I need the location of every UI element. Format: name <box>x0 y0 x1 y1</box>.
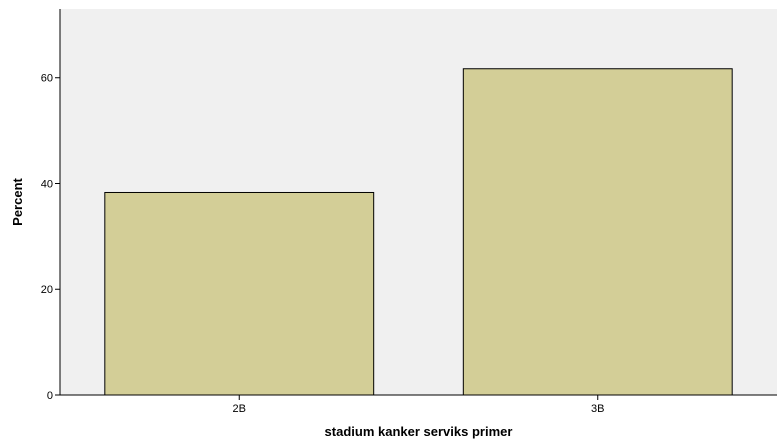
y-tick-label-40: 40 <box>41 178 53 190</box>
y-ticks: 0 20 40 60 <box>41 73 60 402</box>
x-axis-title: stadium kanker serviks primer <box>325 424 513 439</box>
y-axis-title: Percent <box>10 177 25 225</box>
bars-layer <box>104 68 733 396</box>
x-tick-label-3b: 3B <box>591 403 604 415</box>
bar-3b <box>462 68 733 396</box>
y-tick-label-60: 60 <box>41 73 53 85</box>
bar-2b <box>104 191 375 396</box>
y-tick-label-20: 20 <box>41 284 53 296</box>
y-tick-label-0: 0 <box>47 390 53 402</box>
x-ticks: 2B 3B <box>233 395 604 415</box>
x-tick-label-2b: 2B <box>233 403 246 415</box>
